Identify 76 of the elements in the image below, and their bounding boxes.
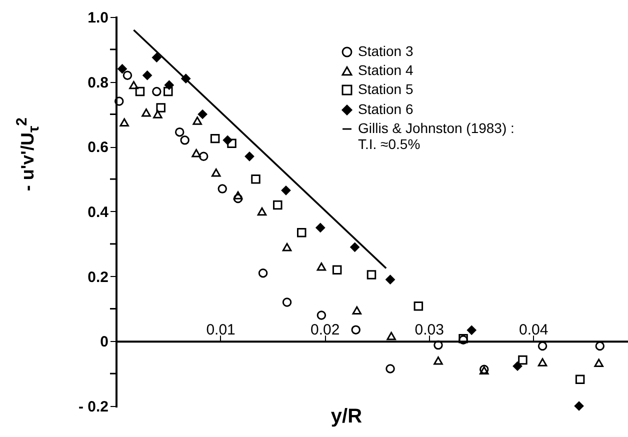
legend-label: Station 3	[358, 43, 414, 59]
point	[164, 86, 173, 96]
point	[135, 86, 145, 96]
point	[198, 152, 208, 162]
point	[233, 191, 243, 200]
point	[210, 134, 220, 144]
point	[122, 70, 132, 80]
y-tick-label: 0.2	[88, 268, 108, 286]
point	[211, 168, 221, 177]
point	[386, 274, 395, 284]
x-tick-label: 0.03	[414, 322, 444, 339]
point	[316, 310, 326, 320]
point	[316, 223, 326, 232]
point	[142, 70, 152, 80]
point	[233, 194, 243, 204]
point	[192, 116, 202, 125]
y-tick-label: - 0.2	[78, 398, 108, 416]
point	[153, 110, 162, 118]
y-tick-label: 0.4	[88, 204, 110, 221]
point	[366, 270, 376, 280]
point	[297, 228, 306, 238]
point	[198, 110, 208, 119]
point	[434, 356, 443, 365]
point	[180, 136, 190, 145]
y-tick-label: 0.8	[88, 74, 108, 92]
point	[281, 186, 291, 196]
point	[120, 118, 129, 126]
point	[192, 149, 201, 158]
legend-label: Station 4	[358, 62, 414, 78]
point	[244, 152, 254, 162]
point	[164, 80, 174, 90]
x-tick-label: 0.04	[519, 322, 548, 339]
point	[512, 362, 522, 371]
point	[332, 265, 342, 274]
legend-label: Station 5	[358, 81, 414, 97]
point	[466, 326, 476, 335]
point	[518, 355, 528, 365]
y-tick-label: 1.0	[88, 10, 108, 26]
legend-label: Station 6	[358, 101, 414, 117]
point	[351, 325, 360, 334]
point	[414, 302, 424, 311]
point	[118, 64, 127, 74]
point	[152, 86, 162, 96]
y-tick-label: 0	[100, 334, 108, 351]
point	[538, 341, 548, 351]
point	[282, 298, 292, 307]
point	[258, 268, 268, 278]
point	[227, 138, 236, 148]
point	[434, 340, 443, 350]
point	[575, 374, 585, 384]
x-axis-title: y/R	[330, 406, 363, 428]
point	[156, 103, 166, 112]
point	[595, 341, 605, 351]
point	[574, 401, 584, 411]
point	[218, 184, 227, 194]
point	[174, 127, 184, 137]
y-tick-label: 0.6	[88, 139, 108, 156]
point	[282, 243, 292, 252]
point	[251, 174, 260, 184]
x-tick-label: 0.02	[310, 322, 340, 339]
point	[386, 332, 396, 340]
point	[594, 358, 604, 367]
point	[152, 52, 162, 62]
legend-label: Gillis & Johnston (1983) : T.I. ≈0.5%	[358, 120, 514, 152]
point	[316, 262, 326, 271]
point	[538, 358, 548, 366]
point	[350, 242, 360, 252]
point	[114, 96, 124, 106]
point	[257, 207, 267, 216]
point	[222, 136, 232, 145]
point	[129, 80, 138, 90]
point	[142, 108, 151, 117]
x-tick-label: 0.01	[206, 322, 236, 339]
point	[273, 200, 282, 210]
point	[386, 364, 395, 374]
point	[352, 306, 362, 314]
